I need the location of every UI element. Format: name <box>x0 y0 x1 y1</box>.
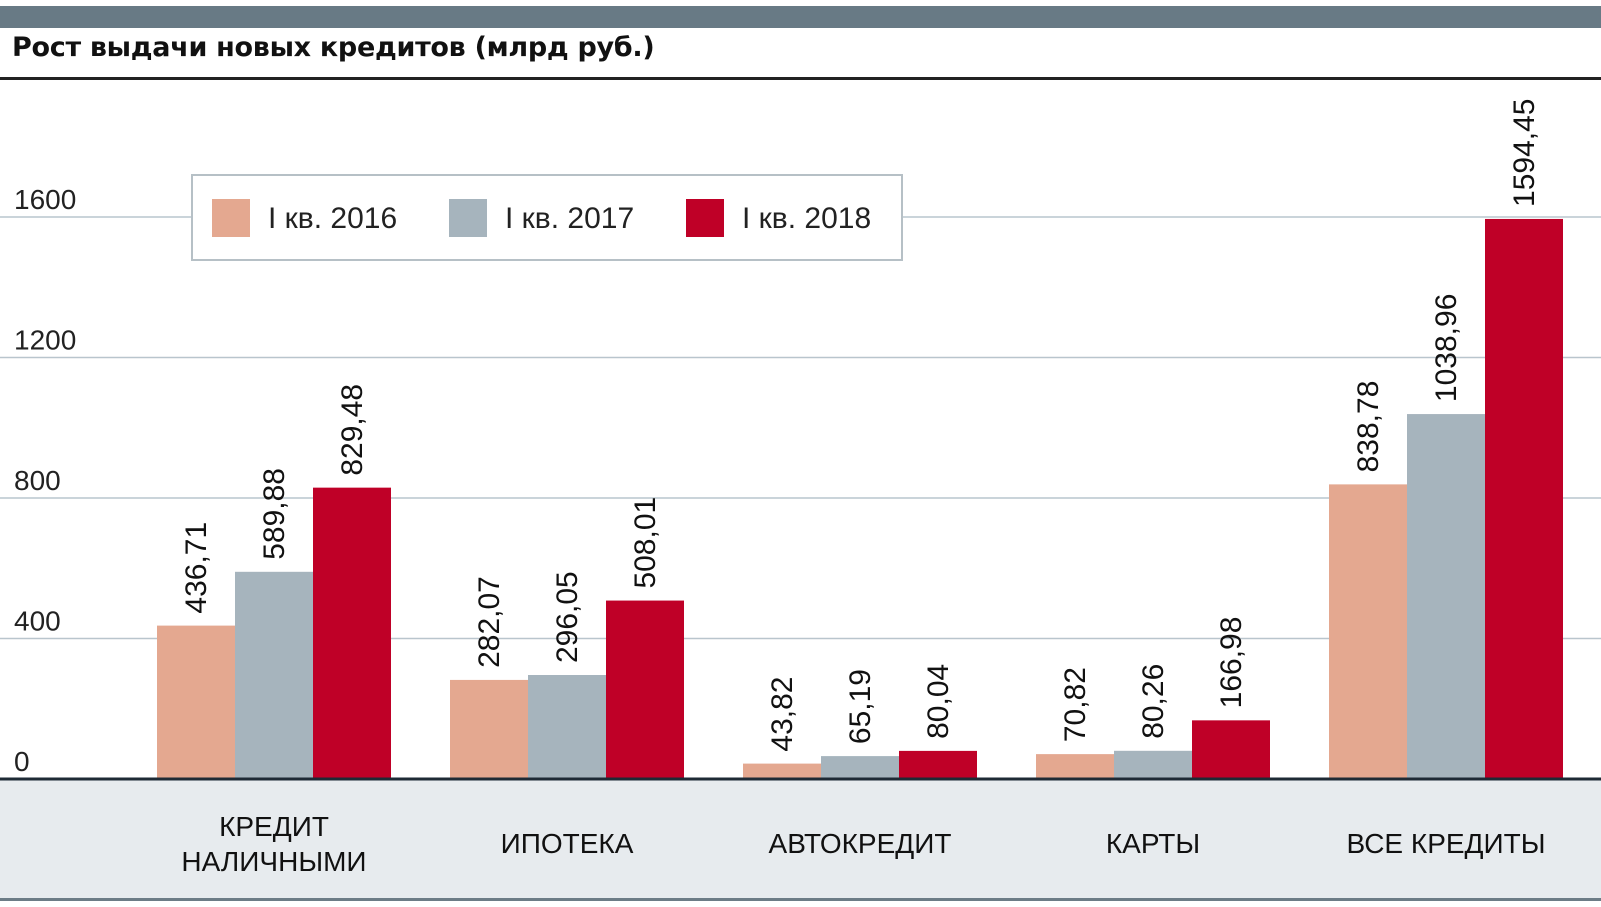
bar-value-label: 70,82 <box>1059 667 1092 742</box>
bar <box>1192 720 1270 779</box>
bar-value-label: 1594,45 <box>1508 98 1541 206</box>
bar <box>1036 754 1114 779</box>
y-tick-label: 0 <box>14 746 30 777</box>
y-tick-label: 800 <box>14 465 61 496</box>
legend-swatch <box>449 199 487 237</box>
y-tick-label: 1600 <box>14 184 76 215</box>
bar-value-label: 589,88 <box>258 468 291 560</box>
category-label: КРЕДИТ НАЛИЧНЫМИ <box>181 811 366 877</box>
bar-value-label: 166,98 <box>1215 617 1248 709</box>
category-label: АВТОКРЕДИТ <box>769 828 952 859</box>
bar-value-label: 65,19 <box>844 669 877 744</box>
bar <box>313 487 391 779</box>
legend-label: I кв. 2016 <box>268 202 397 235</box>
bar <box>606 600 684 779</box>
y-tick-label: 1200 <box>14 325 76 356</box>
bar <box>821 756 899 779</box>
bar <box>899 750 977 779</box>
bar-value-label: 436,71 <box>180 522 213 614</box>
top-bar <box>0 6 1601 28</box>
legend-label: I кв. 2018 <box>742 202 871 235</box>
bar <box>743 763 821 779</box>
y-tick-label: 400 <box>14 606 61 637</box>
bar <box>1329 484 1407 779</box>
bar <box>1114 750 1192 779</box>
legend-swatch <box>212 199 250 237</box>
legend-label: I кв. 2017 <box>505 202 634 235</box>
bar <box>157 625 235 779</box>
bar-value-label: 80,26 <box>1137 664 1170 739</box>
bottom-rule <box>0 898 1601 901</box>
category-label: КАРТЫ <box>1106 828 1200 859</box>
bar-value-label: 1038,96 <box>1430 294 1463 402</box>
bar-value-label: 508,01 <box>629 497 662 589</box>
bar <box>1407 414 1485 779</box>
bar <box>1485 218 1563 779</box>
bar-value-label: 43,82 <box>766 677 799 752</box>
bar-value-label: 282,07 <box>473 576 506 668</box>
category-label: ВСЕ КРЕДИТЫ <box>1346 828 1545 859</box>
category-band <box>0 779 1601 899</box>
title-rule <box>0 77 1601 80</box>
chart-title: Рост выдачи новых кредитов (млрд руб.) <box>12 32 655 63</box>
bar-value-label: 838,78 <box>1352 381 1385 473</box>
bar <box>235 571 313 779</box>
bar-value-label: 80,04 <box>922 664 955 739</box>
x-axis-baseline <box>0 777 1601 781</box>
bar <box>450 679 528 779</box>
bar <box>528 675 606 779</box>
bar-value-label: 296,05 <box>551 571 584 663</box>
bar-value-label: 829,48 <box>336 384 369 476</box>
legend-swatch <box>686 199 724 237</box>
category-label: ИПОТЕКА <box>501 828 634 859</box>
legend <box>191 174 903 261</box>
